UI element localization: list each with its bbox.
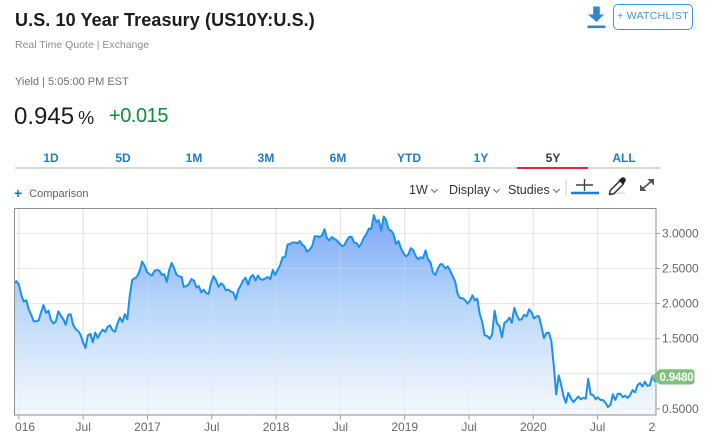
svg-text:1.5000: 1.5000: [662, 332, 699, 346]
svg-text:Jul: Jul: [76, 420, 91, 434]
svg-text:Jul: Jul: [333, 420, 348, 434]
svg-text:2017: 2017: [134, 420, 161, 434]
svg-text:Jul: Jul: [590, 420, 605, 434]
svg-text:2021: 2021: [649, 420, 676, 434]
svg-text:0.9480: 0.9480: [660, 372, 694, 384]
svg-text:Jul: Jul: [204, 420, 219, 434]
svg-text:2016: 2016: [8, 420, 35, 434]
svg-text:Jul: Jul: [461, 420, 476, 434]
svg-text:2.0000: 2.0000: [662, 297, 699, 311]
svg-text:2020: 2020: [520, 420, 547, 434]
svg-text:0.5000: 0.5000: [662, 402, 699, 416]
svg-text:3.0000: 3.0000: [662, 226, 699, 240]
svg-text:2.5000: 2.5000: [662, 262, 699, 276]
svg-text:2019: 2019: [391, 420, 418, 434]
svg-text:2018: 2018: [263, 420, 290, 434]
